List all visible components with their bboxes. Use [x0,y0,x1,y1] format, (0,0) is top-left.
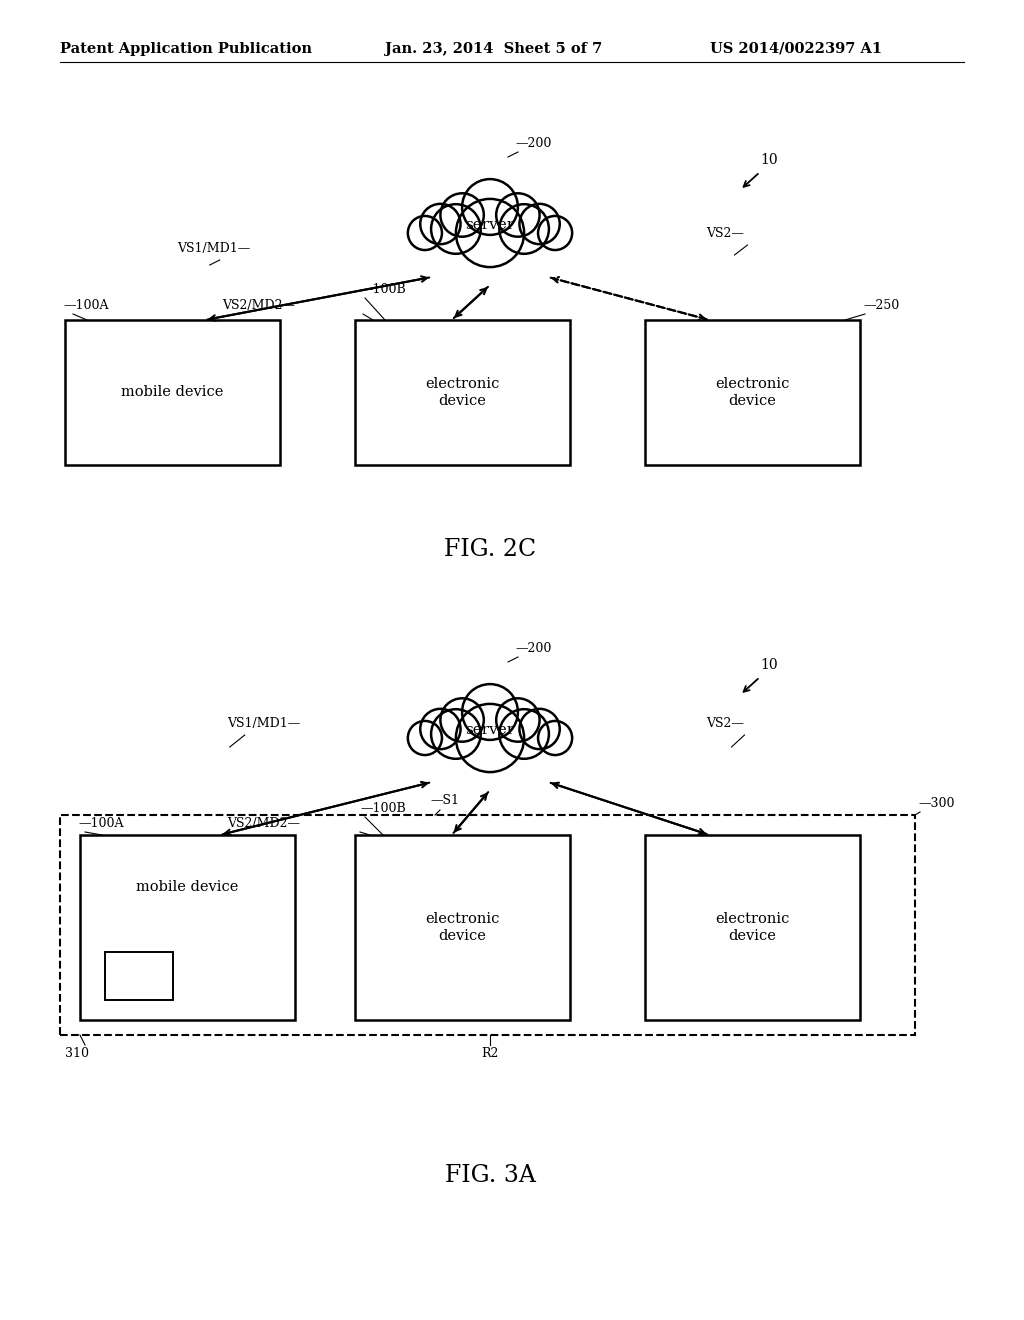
Circle shape [497,698,540,742]
Text: VS2—: VS2— [707,227,744,240]
Text: FIG. 3A: FIG. 3A [444,1163,536,1187]
Bar [105,952,173,1001]
Text: R2: R2 [481,1047,499,1060]
Circle shape [431,709,480,759]
Text: —100A: —100A [63,300,109,312]
Circle shape [420,709,461,750]
Bar [355,836,570,1020]
Text: electronic
device: electronic device [425,378,500,408]
Circle shape [456,704,524,772]
Circle shape [519,203,560,244]
Text: —100B: —100B [360,282,406,296]
Circle shape [500,709,549,759]
Text: VS2—: VS2— [707,717,744,730]
Circle shape [497,193,540,236]
Circle shape [408,721,442,755]
Text: mobile device: mobile device [121,385,223,400]
Text: VS2/MD2—: VS2/MD2— [227,817,300,830]
Text: VS1/MD1—: VS1/MD1— [226,717,300,730]
Circle shape [462,684,518,741]
Text: US 2014/0022397 A1: US 2014/0022397 A1 [710,42,882,55]
Text: 310: 310 [65,1047,89,1060]
Circle shape [440,698,483,742]
Text: electronic
device: electronic device [716,378,790,408]
Bar [80,836,295,1020]
Text: 10: 10 [760,657,777,672]
Circle shape [431,205,480,253]
Text: —S1: —S1 [430,795,459,807]
Text: Jan. 23, 2014  Sheet 5 of 7: Jan. 23, 2014 Sheet 5 of 7 [385,42,602,55]
Circle shape [500,205,549,253]
Text: server: server [466,218,515,232]
Text: —300: —300 [918,797,954,810]
Circle shape [462,180,518,235]
Text: 10: 10 [760,153,777,168]
Text: server: server [466,723,515,737]
Text: FIG. 2C: FIG. 2C [444,539,536,561]
Bar [60,814,915,1035]
Bar [65,319,280,465]
Circle shape [538,721,572,755]
Text: —200: —200 [515,642,551,655]
Circle shape [456,199,524,267]
Text: —100B: —100B [360,803,406,814]
Circle shape [420,203,461,244]
Bar [645,836,860,1020]
Bar [645,319,860,465]
Text: electronic
device: electronic device [716,912,790,942]
Bar [355,319,570,465]
Circle shape [538,216,572,249]
Text: electronic
device: electronic device [425,912,500,942]
Circle shape [408,216,442,249]
Circle shape [519,709,560,750]
Text: —250: —250 [863,300,899,312]
Circle shape [440,193,483,236]
Text: mobile device: mobile device [136,880,239,894]
Text: VS2/MD2—: VS2/MD2— [222,300,295,312]
Text: Patent Application Publication: Patent Application Publication [60,42,312,55]
Text: —200: —200 [515,137,551,150]
Text: —100A: —100A [78,817,124,830]
Text: VS1/MD1—: VS1/MD1— [177,242,250,255]
